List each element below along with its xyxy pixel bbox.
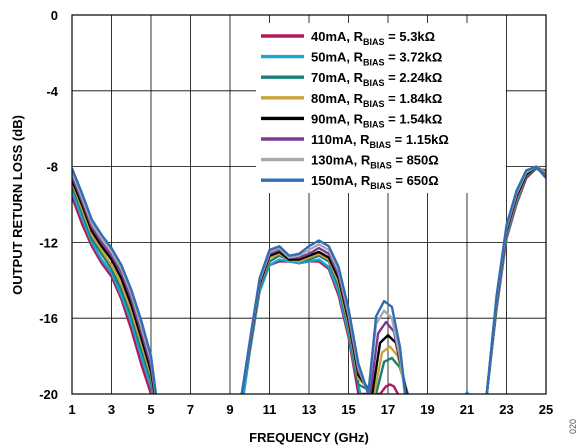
y-tick-label: -20 (39, 387, 58, 402)
series-lines (72, 165, 546, 394)
x-tick-label: 17 (381, 402, 395, 417)
figure-id: 020 (568, 419, 578, 434)
legend-label: 110mA, RBIAS = 1.15kΩ (311, 132, 449, 150)
legend-box (256, 23, 506, 193)
x-tick-label: 11 (263, 402, 277, 417)
x-tick-label: 3 (108, 402, 115, 417)
x-axis-title: FREQUENCY (GHz) (249, 430, 369, 445)
series-line-1 (72, 167, 546, 394)
legend-label: 50mA, RBIAS = 3.72kΩ (311, 50, 442, 68)
y-axis-title: OUTPUT RETURN LOSS (dB) (10, 115, 25, 295)
legend-label: 130mA, RBIAS = 850Ω (311, 153, 439, 171)
x-tick-label: 15 (341, 402, 355, 417)
x-tick-label: 19 (420, 402, 434, 417)
y-tick-label: 0 (51, 8, 58, 23)
x-tick-label: 5 (147, 402, 154, 417)
legend-label: 80mA, RBIAS = 1.84kΩ (311, 91, 442, 109)
y-tick-label: -12 (39, 235, 58, 250)
legend-label: 150mA, RBIAS = 650Ω (311, 173, 439, 191)
plot-frame (71, 14, 547, 395)
x-tick-label: 21 (460, 402, 474, 417)
y-tick-label: -8 (46, 160, 58, 175)
x-tick-label: 7 (187, 402, 194, 417)
series-line-8 (72, 165, 546, 394)
y-tick-label: -4 (46, 84, 58, 99)
y-tick-label: -16 (39, 311, 58, 326)
y-tick-labels: 0 -4 -8 -12 -16 -20 (39, 8, 59, 402)
legend: 40mA, RBIAS = 5.3kΩ 50mA, RBIAS = 3.72kΩ 7… (261, 29, 449, 191)
x-tick-label: 13 (302, 402, 316, 417)
x-tick-label: 1 (68, 402, 75, 417)
x-tick-label: 23 (499, 402, 513, 417)
legend-label: 40mA, RBIAS = 5.3kΩ (311, 29, 435, 47)
legend-label: 70mA, RBIAS = 2.24kΩ (311, 70, 442, 88)
legend-label: 90mA, RBIAS = 1.54kΩ (311, 111, 442, 129)
x-tick-label: 9 (226, 402, 233, 417)
x-tick-labels: 1 3 5 7 9 11 13 15 17 19 21 23 25 (68, 402, 553, 417)
x-tick-label: 25 (539, 402, 553, 417)
